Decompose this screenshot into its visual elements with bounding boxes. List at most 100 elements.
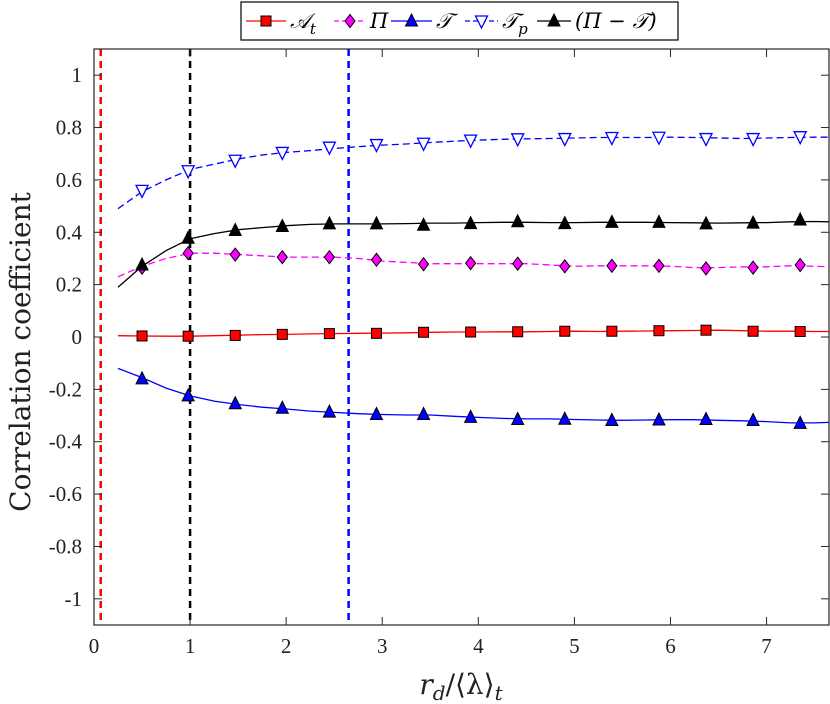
legend-marker	[474, 15, 489, 30]
series-layer	[117, 131, 830, 429]
data-point	[605, 412, 619, 427]
data-point	[557, 132, 572, 147]
data-point	[559, 325, 571, 337]
series-2	[117, 367, 830, 429]
legend-box	[240, 1, 679, 41]
data-point	[135, 256, 149, 271]
y-tick-label: -0.4	[49, 430, 83, 454]
tick-labels: -1 -0.8 -0.6 -0.4 -0.2 0 0.2 0.4 0.6 0.8 1 0 1 2 3 4 5 6 7	[49, 63, 772, 658]
plot-area	[94, 49, 829, 625]
data-point	[135, 370, 149, 385]
data-point	[181, 387, 195, 402]
data-point	[557, 411, 572, 425]
data-point	[465, 326, 477, 338]
data-point	[794, 326, 806, 338]
y-tick-label: -0.8	[49, 534, 82, 558]
x-tick-label: 1	[185, 634, 196, 658]
series-3	[117, 131, 829, 210]
data-point	[512, 256, 524, 272]
data-point	[416, 406, 431, 420]
data-point	[323, 328, 335, 340]
x-axis-label-sub1: d	[433, 681, 446, 704]
legend-marker	[404, 12, 419, 27]
data-point	[652, 214, 666, 228]
y-tick-label: -0.2	[49, 377, 82, 401]
data-point	[418, 326, 430, 338]
data-point	[512, 326, 524, 338]
series-0	[117, 324, 829, 342]
x-axis-label-main: r	[419, 668, 434, 701]
plot-background	[94, 49, 829, 625]
legend-label-main: (Π − 𝒯)	[575, 9, 657, 33]
data-point	[747, 325, 759, 337]
legend-marker	[344, 13, 356, 29]
data-point	[181, 230, 195, 244]
data-point	[370, 252, 383, 268]
data-point	[369, 138, 384, 154]
data-point	[559, 258, 571, 274]
data-point	[463, 215, 478, 230]
legend-item-1: Π	[334, 9, 389, 33]
x-tick-label: 2	[281, 634, 292, 658]
data-point	[746, 214, 760, 229]
data-point	[370, 327, 382, 339]
x-axis-label-slash: /⟨λ⟩	[446, 668, 495, 701]
data-point	[275, 146, 290, 161]
legend-item-4: (Π − 𝒯)	[537, 9, 657, 33]
legend-label: (Π − 𝒯)	[575, 9, 657, 33]
data-point	[182, 330, 194, 342]
data-point	[464, 255, 477, 271]
x-tick-label: 4	[473, 634, 484, 658]
data-point	[322, 141, 337, 156]
data-point	[417, 256, 430, 272]
y-axis-label: Correlation coefficient	[4, 191, 37, 511]
data-point	[510, 213, 525, 228]
data-point	[653, 258, 665, 274]
data-point	[323, 249, 336, 265]
data-point	[698, 132, 714, 147]
axes	[93, 48, 830, 626]
data-point	[322, 215, 337, 230]
data-point	[228, 222, 243, 236]
data-point	[793, 211, 807, 226]
x-tick-label: 6	[665, 634, 676, 658]
data-point	[276, 328, 288, 340]
data-point	[276, 249, 288, 265]
data-point	[653, 325, 665, 337]
data-point	[182, 245, 194, 261]
data-point	[794, 257, 806, 273]
data-point	[416, 217, 431, 231]
data-point	[416, 137, 431, 152]
y-tick-label: 1	[72, 63, 83, 87]
data-point	[606, 258, 618, 274]
y-tick-label: 0.8	[56, 116, 82, 140]
data-point	[510, 411, 525, 425]
data-point	[369, 215, 384, 230]
legend-label-sub: p	[518, 20, 528, 38]
legend-marker	[547, 12, 561, 27]
data-point	[604, 131, 619, 146]
y-tick-label: -0.6	[49, 482, 82, 506]
legend-label-main: Π	[369, 9, 389, 33]
data-point	[228, 154, 243, 169]
data-point	[369, 406, 384, 420]
legend: 𝒜t Π 𝒯 𝒯p (Π − 𝒯)	[240, 1, 679, 41]
data-point	[652, 411, 666, 426]
data-point	[275, 400, 290, 414]
data-point	[606, 325, 618, 337]
legend-label: Π	[369, 9, 389, 33]
y-tick-label: 0.6	[56, 168, 82, 192]
data-point	[605, 214, 619, 228]
data-point	[229, 329, 241, 341]
data-point	[746, 412, 760, 427]
data-point	[181, 165, 196, 180]
data-point	[275, 218, 290, 233]
x-tick-label: 3	[377, 634, 388, 658]
y-tick-label: -1	[65, 587, 83, 611]
y-tick-label: 0	[72, 325, 83, 349]
data-point	[229, 247, 241, 262]
y-tick-label: 0.4	[56, 220, 83, 244]
x-axis-label-sub2: t	[495, 681, 504, 704]
data-point	[746, 132, 761, 147]
data-point	[136, 330, 148, 342]
